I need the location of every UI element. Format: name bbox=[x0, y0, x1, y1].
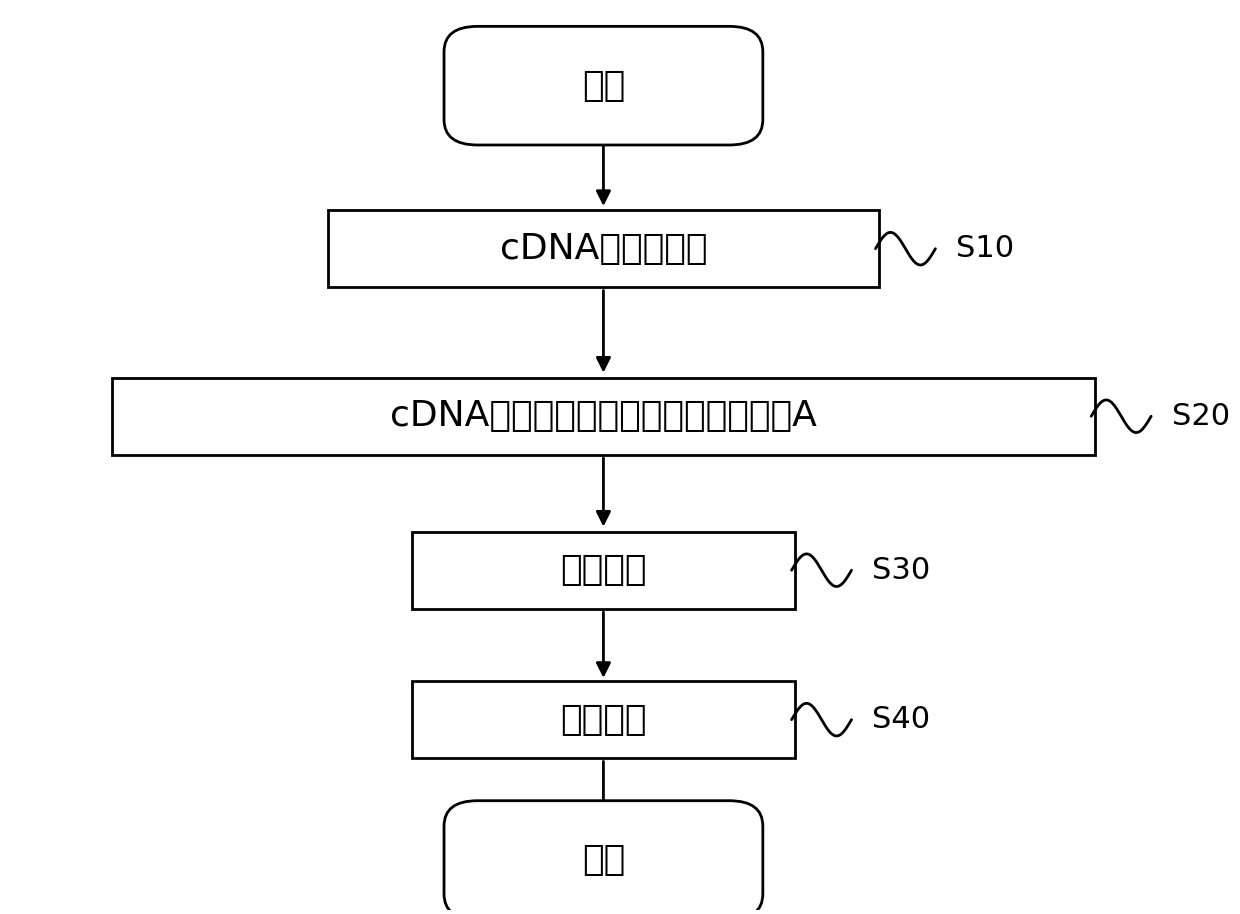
Text: 文库扩增: 文库扩增 bbox=[560, 703, 647, 737]
Text: 接头连接: 接头连接 bbox=[560, 553, 647, 587]
Text: cDNA第一链合成: cDNA第一链合成 bbox=[500, 231, 707, 266]
Bar bbox=[412, 532, 795, 609]
FancyBboxPatch shape bbox=[444, 27, 763, 145]
FancyBboxPatch shape bbox=[444, 801, 763, 914]
Text: S40: S40 bbox=[872, 705, 930, 734]
Text: S10: S10 bbox=[956, 234, 1014, 263]
Text: S20: S20 bbox=[1172, 402, 1230, 430]
Bar bbox=[327, 210, 879, 287]
Text: cDNA第二链合成、末端修复和末端加A: cDNA第二链合成、末端修复和末端加A bbox=[391, 399, 817, 433]
Text: 开始: 开始 bbox=[582, 69, 625, 102]
Text: S30: S30 bbox=[872, 556, 930, 585]
Bar bbox=[112, 377, 1095, 455]
Text: 结束: 结束 bbox=[582, 843, 625, 877]
Bar bbox=[412, 681, 795, 758]
